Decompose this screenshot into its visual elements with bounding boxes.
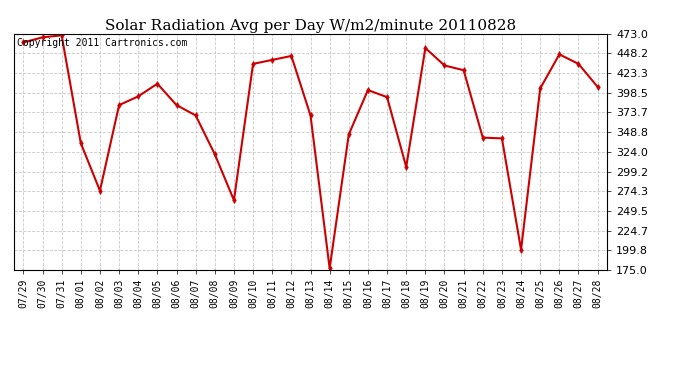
Text: Copyright 2011 Cartronics.com: Copyright 2011 Cartronics.com <box>17 39 187 48</box>
Title: Solar Radiation Avg per Day W/m2/minute 20110828: Solar Radiation Avg per Day W/m2/minute … <box>105 19 516 33</box>
